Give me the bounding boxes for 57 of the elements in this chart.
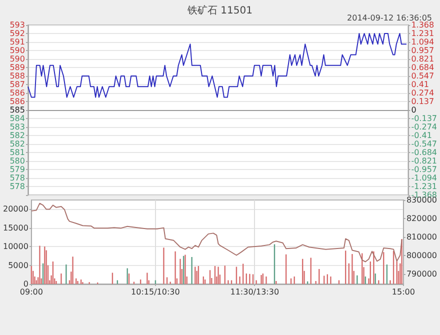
y2-tick-label: -0.41 (411, 130, 432, 140)
y2-tick-label: 0.821 (411, 54, 434, 64)
y-tick-label: 10000 (2, 242, 28, 251)
y-tick-label: 585 (10, 106, 25, 114)
y2-tick-label: 0.137 (411, 96, 434, 106)
y2-tick-label: -0.957 (411, 164, 438, 174)
y-tick-label: 579 (10, 165, 25, 174)
y-tick-label: 586 (10, 88, 25, 98)
y2-tick-label: 0.957 (411, 46, 434, 56)
y2-tick-label: -0.684 (411, 148, 438, 157)
y2-tick-label: 800000 (406, 251, 438, 260)
y-tick-label: 587 (10, 80, 25, 89)
y2-tick-label: -0.821 (411, 156, 438, 166)
y-tick-label: 580 (10, 156, 25, 166)
y-tick-label: 581 (10, 148, 25, 157)
y2-tick-label: 0 (411, 106, 416, 114)
y2-tick-label: 1.094 (411, 38, 434, 47)
y2-tick-label: -0.274 (411, 122, 438, 132)
x-tick-label: 09:00 (20, 288, 43, 296)
y-tick-label: 586 (10, 97, 25, 106)
y-tick-label: 584 (10, 114, 25, 123)
x-tick-label: 11:30/13:30 (230, 288, 280, 296)
y2-tick-label: 0.41 (411, 80, 430, 90)
y2-tick-label: 0.684 (411, 63, 434, 72)
y2-tick-label: 1.368 (411, 20, 434, 30)
y-tick-label: 578 (10, 174, 25, 182)
y-tick-label: 590 (10, 54, 25, 64)
y-tick-label: 20000 (2, 204, 28, 214)
y-tick-label: 582 (10, 131, 25, 140)
y-tick-label: 5000 (8, 260, 28, 270)
y-tick-label: 15000 (2, 223, 28, 232)
x-tick-label: 10:15/10:30 (131, 288, 180, 296)
y2-tick-label: -0.137 (411, 114, 438, 124)
y2-tick-label: -1.231 (411, 182, 438, 191)
x-tick-label: 15:00 (392, 288, 415, 296)
y2-tick-label: 810000 (406, 232, 438, 242)
y2-tick-label: -0.547 (411, 139, 438, 148)
y-tick-label: 591 (10, 38, 25, 46)
y-tick-label: 588 (10, 72, 25, 80)
y-tick-label: 593 (10, 20, 25, 30)
y-tick-label: 590 (10, 46, 25, 55)
y-tick-label: 578 (10, 182, 25, 191)
y2-tick-label: 0.274 (411, 88, 434, 98)
line-series (28, 33, 408, 98)
line-series (30, 202, 402, 262)
y2-tick-label: 790000 (406, 270, 438, 279)
y-tick-label: 583 (10, 122, 25, 132)
y2-tick-label: 820000 (406, 214, 438, 224)
y-tick-label: 0 (23, 280, 28, 288)
y2-tick-label: 0.547 (411, 72, 434, 81)
y2-tick-label: -1.094 (411, 173, 438, 182)
y-tick-label: 582 (10, 140, 25, 148)
chart-title: 铁矿石 11501 (186, 4, 252, 16)
y-tick-label: 592 (10, 29, 25, 38)
chart-subtitle: 2014-09-12 16:36:05 (347, 14, 432, 22)
y-tick-label: 589 (10, 63, 25, 72)
y2-tick-label: 1.231 (411, 29, 434, 38)
